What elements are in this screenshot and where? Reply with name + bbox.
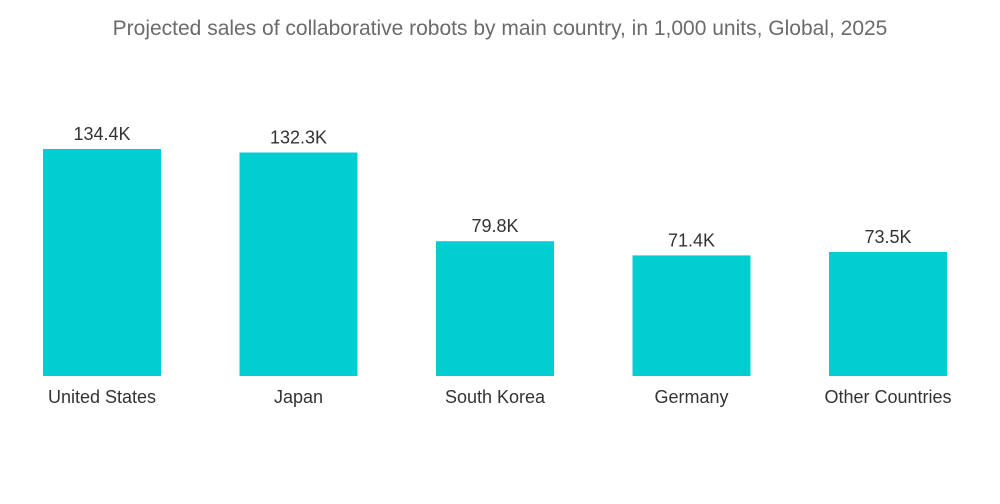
category-labels-group: United States Japan South Korea Germany Othe… (48, 387, 952, 407)
category-label-japan: Japan (274, 387, 323, 407)
category-label-south-korea: South Korea (445, 387, 546, 407)
data-label-other-countries: 73.5K (864, 227, 911, 247)
data-label-japan: 132.3K (270, 128, 327, 148)
bar-south-korea (436, 241, 554, 376)
category-label-united-states: United States (48, 387, 156, 407)
category-label-other-countries: Other Countries (824, 387, 951, 407)
bar-other-countries (829, 251, 947, 376)
chart-title: Projected sales of collaborative robots … (112, 17, 888, 40)
bar-united-states (43, 149, 161, 376)
bars-group (43, 149, 947, 376)
bar-japan (239, 152, 358, 376)
bar-germany (632, 255, 751, 376)
data-label-germany: 71.4K (668, 230, 715, 250)
data-label-united-states: 134.4K (73, 124, 130, 144)
category-label-germany: Germany (654, 387, 728, 407)
data-label-south-korea: 79.8K (471, 216, 518, 236)
data-labels-group: 134.4K 132.3K 79.8K 71.4K 73.5K (73, 124, 911, 250)
